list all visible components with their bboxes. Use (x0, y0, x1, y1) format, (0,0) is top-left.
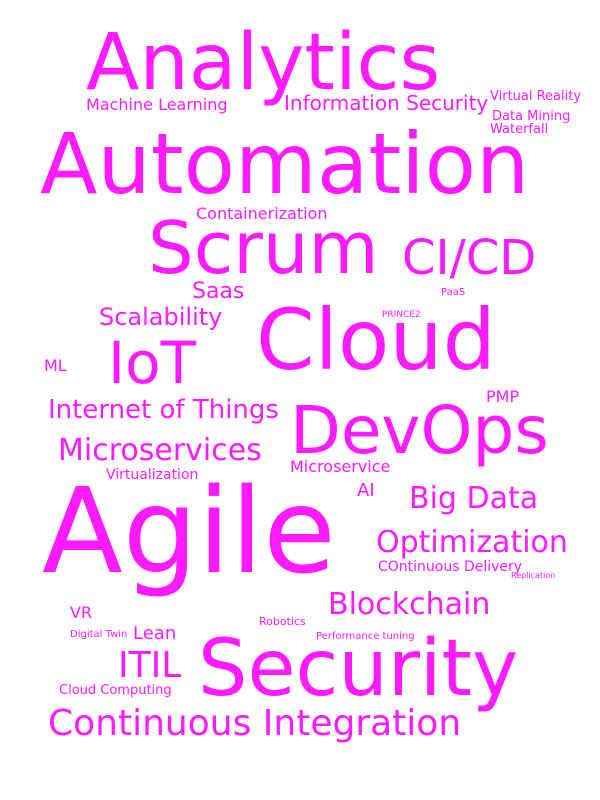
word-data-mining: Data Mining (492, 109, 571, 124)
word-automation: Automation (40, 115, 530, 213)
word-analytics: Analytics (86, 18, 441, 108)
word-vr: VR (70, 603, 93, 622)
word-robotics: Robotics (259, 615, 306, 628)
word-cloud: Cloud (256, 291, 496, 389)
word-big-data: Big Data (409, 481, 539, 516)
word-ai: AI (357, 480, 375, 501)
word-virtual-reality: Virtual Reality (490, 89, 582, 104)
word-lean: Lean (133, 623, 177, 644)
word-microservice: Microservice (290, 457, 391, 476)
word-devops: DevOps (290, 392, 549, 469)
word-digital-twin: Digital Twin (70, 629, 128, 640)
word-continuous-delivery: COntinuous Delivery (378, 559, 523, 575)
word-internet-of-things: Internet of Things (48, 395, 279, 425)
word-replication: Replication (511, 571, 556, 580)
word-pmp: PMP (486, 387, 520, 406)
word-machine-learning: Machine Learning (86, 95, 228, 114)
word-cloud-computing: Cloud Computing (59, 683, 172, 698)
word-ci-cd: CI/CD (402, 230, 537, 286)
word-scrum: Scrum (148, 206, 379, 290)
word-security: Security (198, 624, 519, 714)
word-prince2: PRINCE2 (382, 310, 421, 320)
word-blockchain: Blockchain (328, 587, 491, 622)
word-performance-tuning: Performance tuning (316, 631, 415, 642)
word-information-security: Information Security (284, 91, 489, 115)
word-agile: Agile (42, 462, 336, 600)
word-waterfall: Waterfall (490, 122, 549, 137)
word-containerization: Containerization (196, 204, 328, 223)
word-saas: Saas (192, 279, 245, 304)
word-scalability: Scalability (99, 303, 223, 331)
word-microservices: Microservices (58, 433, 262, 468)
word-itil: ITIL (118, 645, 182, 686)
word-optimization: Optimization (376, 525, 568, 560)
word-virtualization: Virtualization (106, 467, 199, 483)
word-paas: PaaS (441, 287, 466, 298)
word-iot: IoT (108, 329, 197, 397)
word-continuous-integration: Continuous Integration (48, 703, 462, 744)
word-ml: ML (44, 356, 67, 375)
